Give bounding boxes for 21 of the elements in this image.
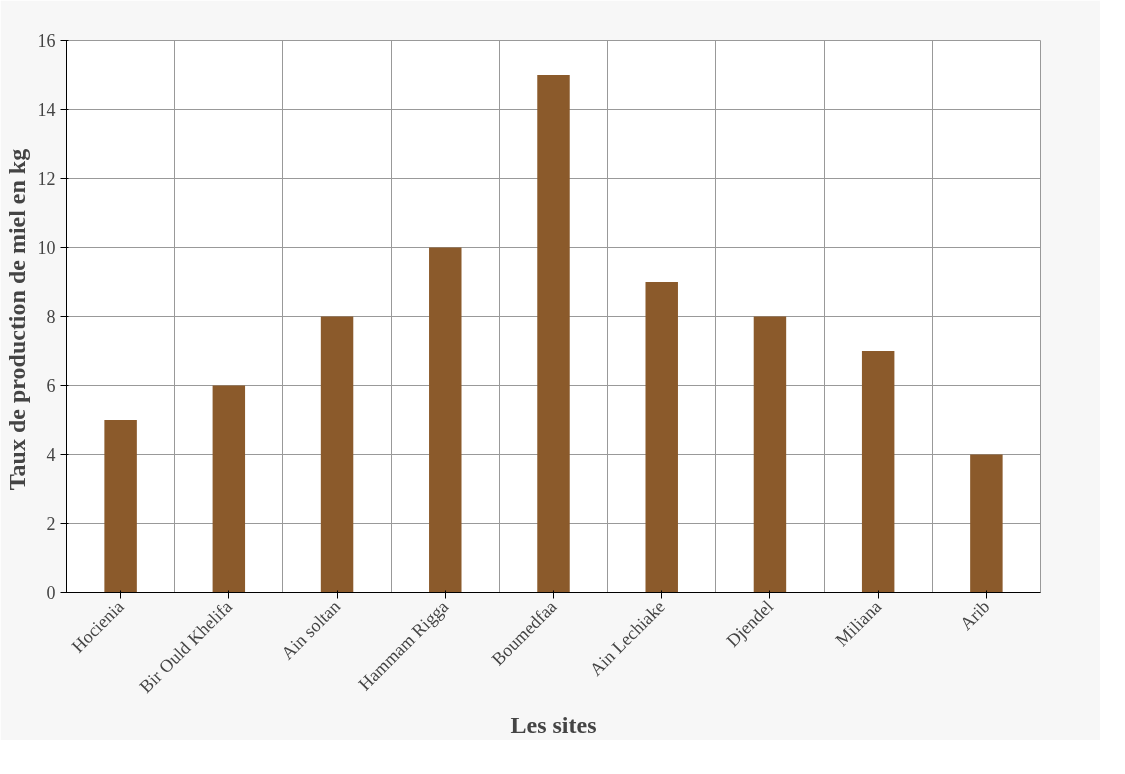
x-axis-title: Les sites [510,711,597,738]
y-tick-label: 16 [37,31,56,51]
bar [537,75,570,593]
bar [320,316,354,593]
y-axis-title: Taux de production de miel en kg [3,148,30,491]
bar [645,282,678,593]
bar [970,454,1003,593]
y-tick-label: 10 [37,238,56,258]
bar [429,247,462,593]
y-tick-label: 4 [46,445,56,465]
bar [212,385,246,593]
y-tick-label: 14 [37,100,56,120]
bar [753,316,787,593]
y-tick-label: 12 [37,169,56,189]
y-tick-label: 0 [46,583,56,603]
y-tick-label: 6 [46,376,56,396]
y-tick-label: 8 [46,307,56,327]
bar [104,420,137,593]
bar [861,351,895,593]
x-tick-label: Arib [955,596,994,634]
y-tick-label: 2 [46,514,56,534]
